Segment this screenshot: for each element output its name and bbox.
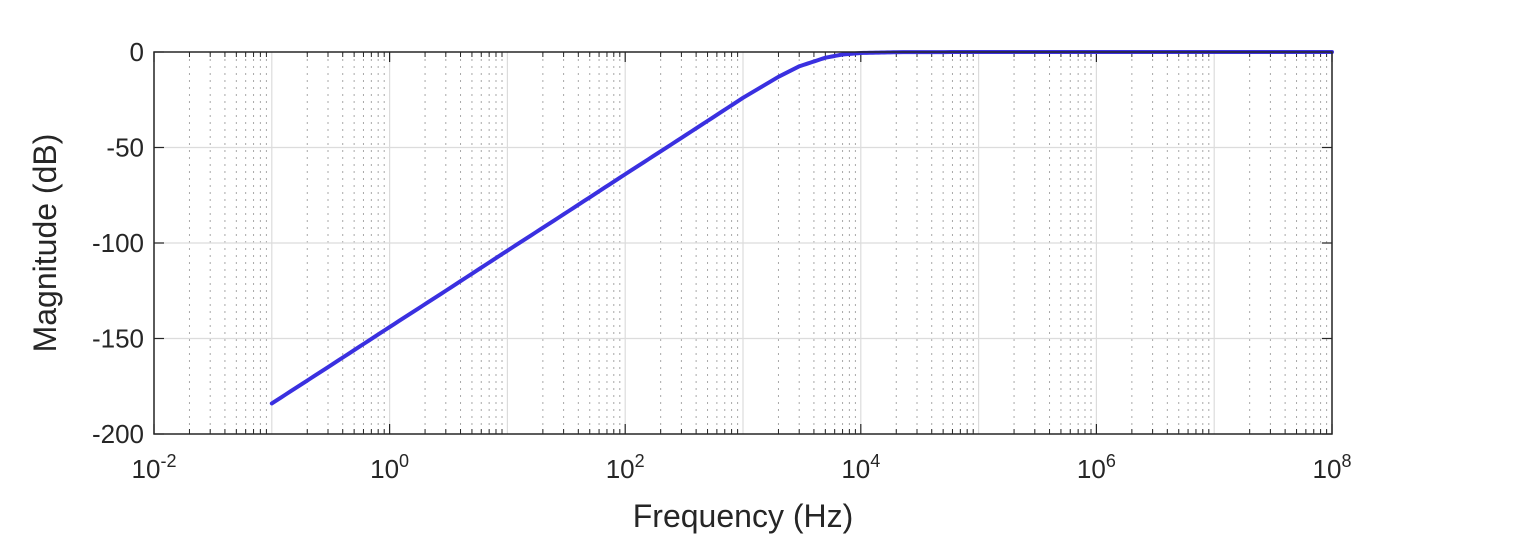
series-layer xyxy=(269,50,1334,406)
x-axis-label: Frequency (Hz) xyxy=(633,498,854,534)
x-tick-label: 10-2 xyxy=(132,451,177,484)
x-tick-label: 100 xyxy=(370,451,409,484)
y-tick-label: -200 xyxy=(92,419,144,449)
major-grid xyxy=(153,52,1333,434)
plot-area-frame xyxy=(153,51,1333,435)
y-tick-label: -50 xyxy=(106,133,144,163)
y-tick-label: -150 xyxy=(92,324,144,354)
y-axis-label: Magnitude (dB) xyxy=(27,134,63,353)
y-tick-label: -100 xyxy=(92,228,144,258)
x-tick-label: 102 xyxy=(606,451,645,484)
x-tick-labels: 10-2 100 102 104 106 108 xyxy=(132,451,1352,484)
y-tick-label: 0 xyxy=(130,37,144,67)
x-tick-label: 104 xyxy=(841,451,880,484)
x-tick-label: 106 xyxy=(1077,451,1116,484)
y-tick-labels: 0 -50 -100 -150 -200 xyxy=(92,37,144,449)
x-tick-label: 108 xyxy=(1313,451,1352,484)
magnitude-response-line xyxy=(269,50,1334,406)
